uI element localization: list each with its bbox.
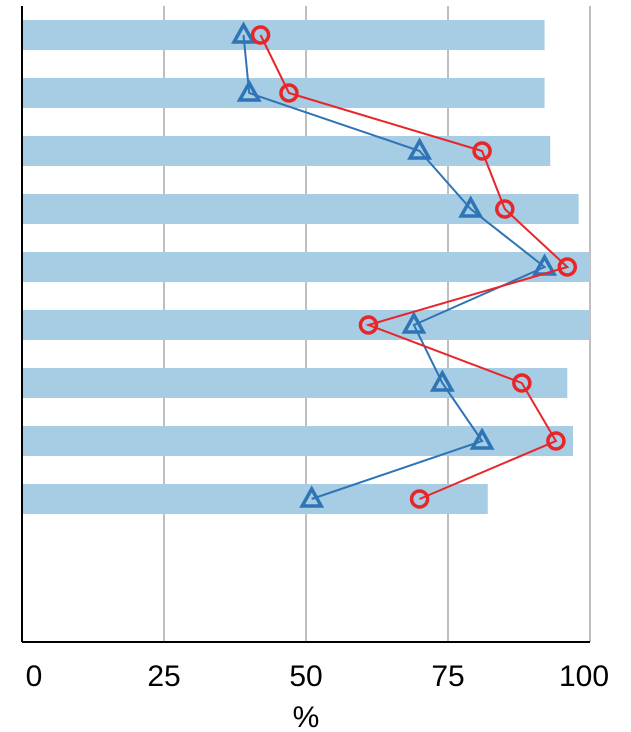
circle-series-point-5 [557,257,578,277]
bar-5 [22,252,590,282]
triangle-series-point-9 [299,485,325,508]
circle-series-point-8 [546,431,566,451]
triangle-series-point-2 [236,79,262,102]
series [231,21,578,509]
axes [21,6,590,643]
bars [22,20,590,514]
circle-series-point-2 [279,83,299,103]
triangle-series-point-4 [458,195,484,218]
x-tick-label-100: 100 [559,660,609,693]
x-tick-label-75: 75 [431,660,464,693]
circle-series-point-3 [472,141,492,161]
circle-series-point-6 [358,315,379,335]
circle-series-line [259,34,570,500]
triangle-series-point-6 [401,311,427,334]
bar-4 [22,194,579,224]
bar-7 [22,368,568,398]
x-tick-label-0: 0 [26,660,43,693]
circle-series-point-1 [250,25,271,45]
circle-series-point-7 [512,373,532,393]
x-axis-title: % [293,701,320,732]
triangle-series-point-3 [407,137,433,160]
x-tick-label-50: 50 [289,660,322,693]
triangle-series-point-8 [469,427,495,450]
circle-series-point-9 [409,489,430,509]
x-tick-label-25: 25 [147,660,180,693]
bar-3 [22,136,551,166]
x-tick-labels: 0 25 50 75 100 [26,660,609,693]
triangle-series-point-1 [231,21,257,44]
circle-series-point-4 [495,199,515,219]
bar-1 [22,20,545,50]
triangle-series-line [242,34,547,500]
bar-8 [22,426,573,456]
bar-6 [22,310,590,340]
triangle-series-point-7 [429,369,455,392]
bar-9 [22,484,488,514]
